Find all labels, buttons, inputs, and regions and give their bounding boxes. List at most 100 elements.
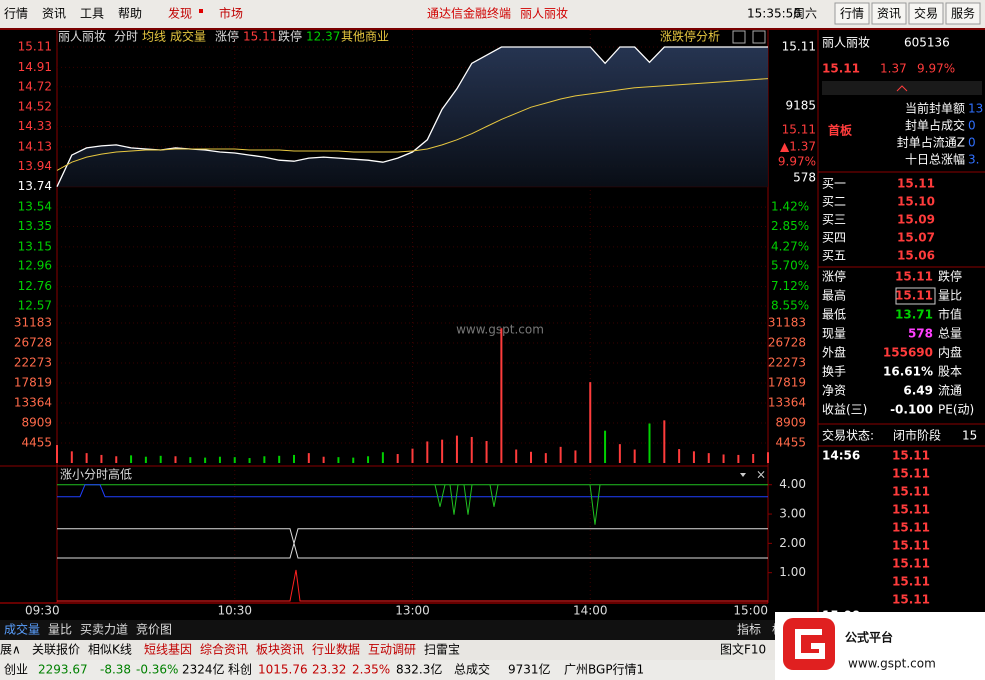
- indicator-tick-label: 3.00: [779, 507, 806, 521]
- menu-item[interactable]: 帮助: [118, 7, 142, 21]
- button-label[interactable]: 行情: [840, 7, 864, 21]
- price-line: [56, 46, 768, 187]
- price-area: [57, 47, 768, 187]
- collapse-button[interactable]: [822, 81, 982, 95]
- separator: [0, 28, 985, 30]
- pct-label: 4.27%: [771, 239, 809, 253]
- analysis-link[interactable]: 涨跌停分析: [660, 29, 720, 44]
- tab-bar: [0, 620, 818, 640]
- quote-code: 605136: [904, 36, 950, 50]
- stat-label: 涨停: [822, 269, 846, 284]
- series-name: 成交量: [170, 29, 206, 44]
- indicator-line: [57, 484, 768, 498]
- pct-label: 5.70%: [771, 259, 809, 273]
- volume-tick-label: 31183: [14, 316, 52, 330]
- stat-label: 跌停: [938, 269, 962, 284]
- limit-value: 15.11: [243, 30, 277, 44]
- x-tick-label: 15:00: [733, 604, 768, 618]
- board-tag: 首板: [828, 123, 853, 138]
- stat-label: 总量: [938, 327, 962, 341]
- volume-tick-label: 8909: [21, 416, 52, 430]
- logo-icon: [783, 618, 835, 670]
- quote-price: 15.11: [822, 62, 860, 76]
- menu-item[interactable]: 资讯: [42, 7, 66, 21]
- volume-tick-label: 22273: [768, 356, 806, 370]
- footer-item: 23.32: [312, 663, 346, 677]
- stat-label: 流通: [938, 384, 962, 398]
- y-tick-label: 15.11: [18, 40, 52, 54]
- bid-label: 买五: [822, 249, 846, 263]
- tab[interactable]: 竞价图: [136, 623, 172, 637]
- link[interactable]: 综合资讯: [200, 642, 248, 657]
- link[interactable]: 板块资讯: [256, 643, 304, 657]
- close-icon[interactable]: ×: [756, 468, 766, 482]
- menu-item[interactable]: 市场: [219, 6, 243, 21]
- badge: [199, 9, 203, 13]
- stat-label: 市值: [938, 307, 962, 322]
- button-label[interactable]: 服务: [951, 6, 975, 21]
- footer-item: 832.3亿: [396, 662, 442, 677]
- trade-price: 15.11: [892, 521, 930, 535]
- button[interactable]: [834, 2, 870, 25]
- stat-label: 外盘: [822, 345, 846, 360]
- menu-item[interactable]: 工具: [80, 7, 104, 21]
- x-tick-label: 09:30: [25, 604, 60, 618]
- footer-item: 1015.76: [258, 663, 308, 677]
- series-name: 分时: [114, 30, 138, 44]
- volume-tick-label: 13364: [768, 396, 806, 410]
- bid-label: 买三: [822, 213, 846, 227]
- bid-price: 15.06: [897, 249, 935, 263]
- button-label[interactable]: 交易: [914, 6, 938, 21]
- link[interactable]: 图文F10: [720, 642, 766, 657]
- volume-tick-label: 8909: [775, 416, 806, 430]
- icon-button[interactable]: [732, 30, 746, 44]
- volume-tick-label: 26728: [768, 336, 806, 350]
- volume-tick-label: 17819: [14, 375, 52, 389]
- stat-value: 15.11: [895, 270, 933, 284]
- footer-item: 2324亿: [182, 662, 225, 677]
- stat-label: 最高: [822, 288, 846, 303]
- indicator-line: [57, 528, 768, 559]
- link[interactable]: 行业数据: [312, 642, 360, 657]
- icon-button[interactable]: [752, 30, 766, 44]
- trade-price: 15.11: [892, 575, 930, 589]
- footer-item: 科创: [228, 663, 252, 677]
- button[interactable]: [945, 2, 981, 25]
- trade-price: 15.11: [892, 539, 930, 553]
- series-name: 均线: [142, 30, 166, 44]
- stat-label: 净资: [822, 384, 846, 398]
- tab[interactable]: 指标: [737, 622, 761, 637]
- menu-item[interactable]: 行情: [4, 7, 28, 21]
- status-value: 15: [962, 429, 977, 443]
- stat-value: 16.61%: [883, 365, 933, 379]
- footer-item: 9731亿: [508, 662, 551, 677]
- stat-value: 13.71: [895, 308, 933, 322]
- quote-name: 丽人丽妆: [822, 36, 870, 50]
- y-tick-label: 13.54: [18, 200, 52, 214]
- footer-item: -8.38: [100, 663, 131, 677]
- link[interactable]: 短线基因: [144, 643, 192, 657]
- tab[interactable]: 买卖力道: [80, 623, 128, 637]
- trade-price: 15.11: [892, 485, 930, 499]
- button-label[interactable]: 资讯: [877, 7, 901, 21]
- info-value: 578: [793, 171, 816, 185]
- bid-price: 15.11: [897, 177, 935, 191]
- indicator-tick-label: 4.00: [779, 477, 806, 491]
- banner: 通达信金融终端: [427, 6, 511, 21]
- tab[interactable]: 量比: [48, 623, 72, 637]
- volume-tick-label: 4455: [21, 435, 52, 449]
- link[interactable]: 扫雷宝: [424, 643, 460, 657]
- watermark: www.gspt.com: [456, 323, 544, 337]
- arrow: [896, 85, 908, 92]
- link[interactable]: 展∧: [0, 643, 21, 657]
- button[interactable]: [908, 2, 944, 25]
- button[interactable]: [871, 2, 907, 25]
- volume-tick-label: 17819: [768, 375, 806, 389]
- tab[interactable]: 成交量: [4, 622, 40, 637]
- link[interactable]: 关联报价: [32, 642, 80, 657]
- menu-item[interactable]: 发现: [168, 6, 192, 21]
- link[interactable]: 互动调研: [368, 643, 416, 657]
- link[interactable]: 相似K线: [88, 643, 132, 657]
- x-tick-label: 14:00: [573, 604, 608, 618]
- y-tick-label: 14.33: [18, 119, 52, 133]
